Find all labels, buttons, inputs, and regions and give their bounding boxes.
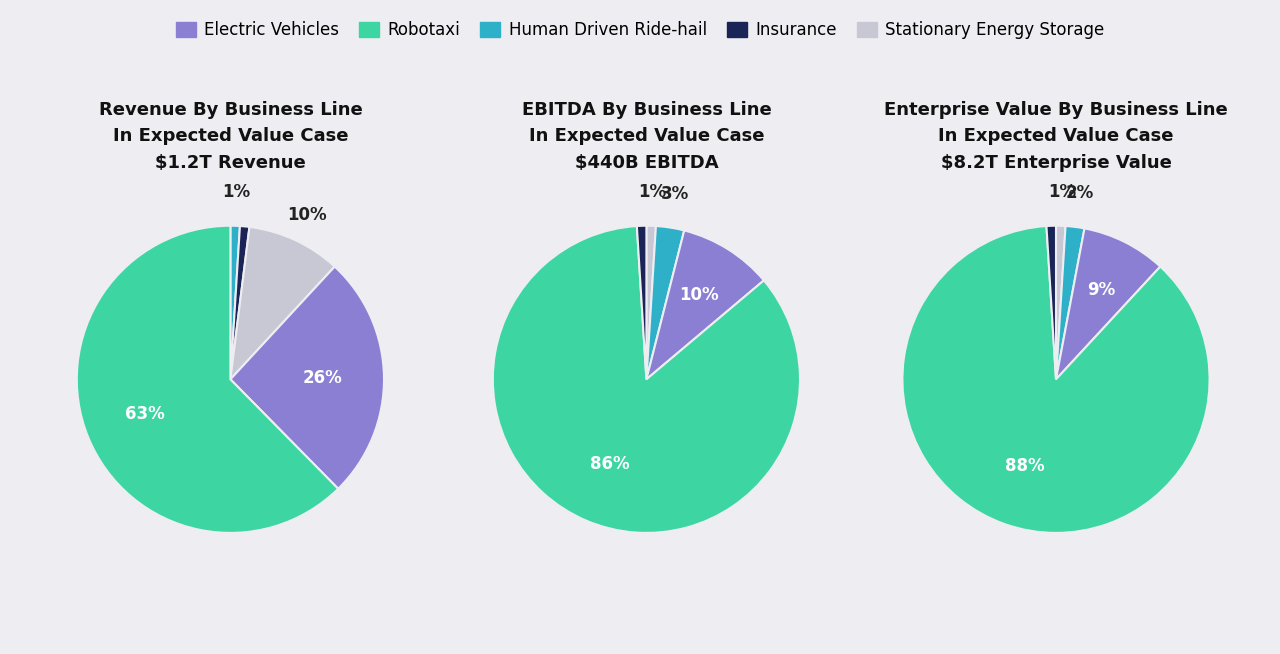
Text: 1%: 1%	[223, 183, 251, 201]
Wedge shape	[230, 226, 250, 379]
Text: 1%: 1%	[639, 183, 667, 201]
Wedge shape	[1056, 226, 1084, 379]
Wedge shape	[230, 226, 239, 379]
Text: 3%: 3%	[662, 185, 690, 203]
Wedge shape	[77, 226, 338, 533]
Wedge shape	[493, 226, 800, 533]
Text: 26%: 26%	[302, 369, 343, 387]
Wedge shape	[1047, 226, 1056, 379]
Text: 1%: 1%	[1048, 183, 1076, 201]
Legend: Electric Vehicles, Robotaxi, Human Driven Ride-hail, Insurance, Stationary Energ: Electric Vehicles, Robotaxi, Human Drive…	[175, 22, 1105, 39]
Text: 86%: 86%	[590, 455, 630, 473]
Text: 63%: 63%	[125, 405, 165, 423]
Text: 2%: 2%	[1065, 184, 1093, 202]
Wedge shape	[646, 230, 764, 379]
Wedge shape	[1056, 228, 1160, 379]
Title: EBITDA By Business Line
In Expected Value Case
$440B EBITDA: EBITDA By Business Line In Expected Valu…	[521, 101, 772, 172]
Text: 9%: 9%	[1087, 281, 1115, 299]
Wedge shape	[230, 267, 384, 489]
Text: 10%: 10%	[680, 286, 719, 303]
Text: 88%: 88%	[1005, 457, 1044, 475]
Wedge shape	[902, 226, 1210, 533]
Wedge shape	[646, 226, 655, 379]
Wedge shape	[637, 226, 646, 379]
Title: Enterprise Value By Business Line
In Expected Value Case
$8.2T Enterprise Value: Enterprise Value By Business Line In Exp…	[884, 101, 1228, 172]
Wedge shape	[1056, 226, 1065, 379]
Title: Revenue By Business Line
In Expected Value Case
$1.2T Revenue: Revenue By Business Line In Expected Val…	[99, 101, 362, 172]
Wedge shape	[646, 226, 685, 379]
Wedge shape	[230, 227, 334, 379]
Text: 10%: 10%	[287, 206, 326, 224]
